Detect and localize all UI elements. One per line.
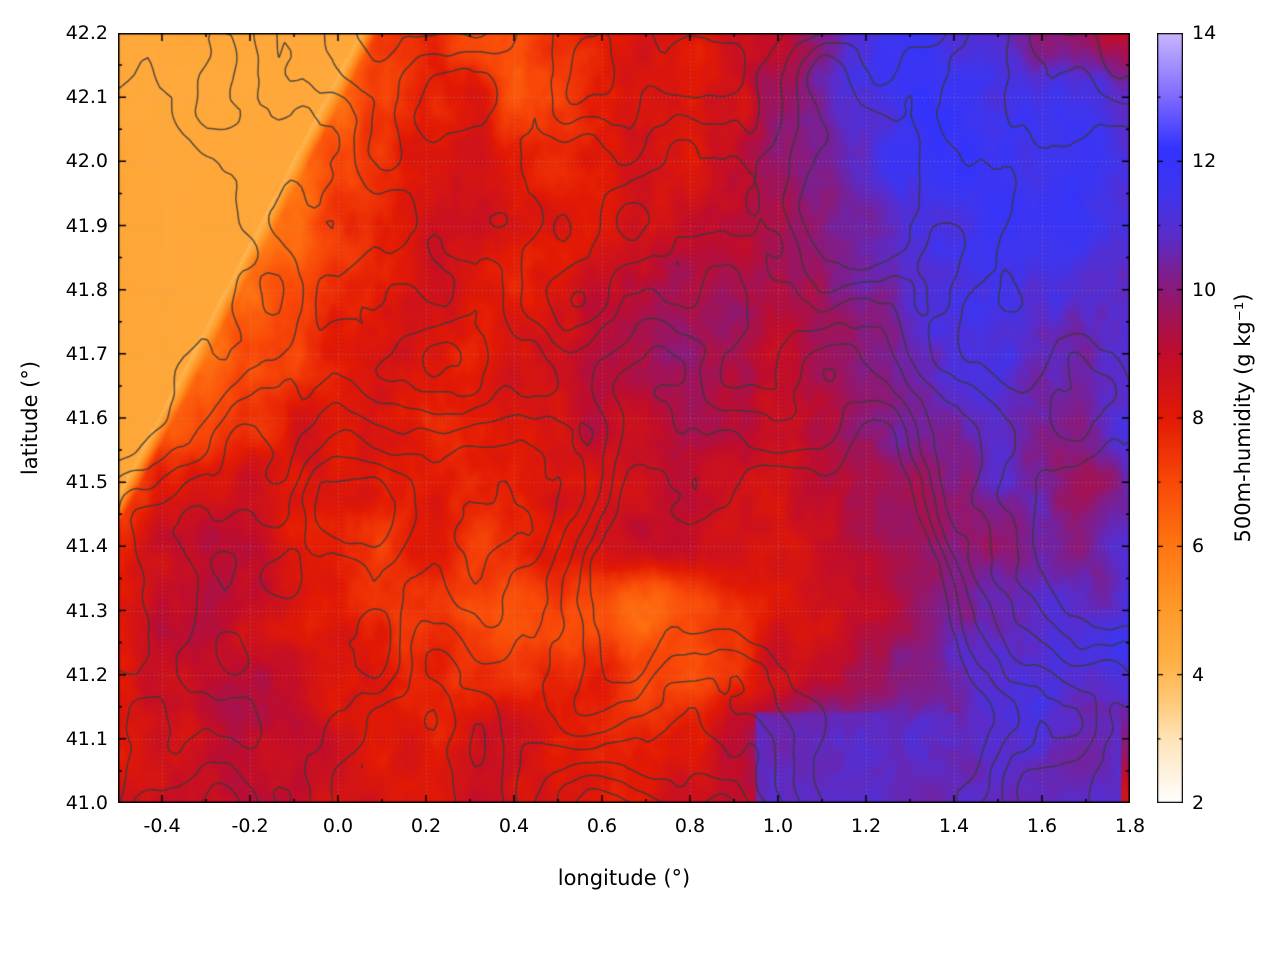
x-tick-label: 1.4 (938, 815, 970, 837)
y-axis-label-text: latitude (°) (18, 360, 42, 476)
y-tick-label: 41.2 (65, 663, 108, 686)
colorbar-tick-label: 14 (1192, 22, 1217, 44)
y-tick-label: 41.8 (65, 278, 108, 301)
colorbar-canvas (1157, 33, 1183, 803)
colorbar-label-text: 500m-humidity (g kg⁻¹) (1231, 293, 1255, 543)
colorbar-tick-label: 4 (1192, 663, 1205, 686)
x-tick-label: 0.4 (498, 815, 530, 837)
x-tick-label: 0.2 (410, 815, 442, 837)
heatmap-canvas (118, 33, 1130, 803)
x-tick-label: 1.2 (850, 815, 882, 837)
y-tick-label: 41.1 (65, 727, 108, 750)
y-tick-label: 42.0 (65, 150, 108, 173)
x-tick-label: -0.2 (231, 815, 269, 837)
x-axis-label: longitude (°) (118, 866, 1130, 890)
colorbar-tick-label: 10 (1192, 278, 1217, 301)
y-tick-label: 41.3 (65, 599, 108, 622)
y-tick-label: 42.1 (65, 86, 108, 109)
x-tick-label: 1.8 (1114, 815, 1146, 837)
colorbar-tick-label: 2 (1192, 792, 1205, 814)
y-tick-label: 41.7 (65, 342, 108, 365)
y-tick-label: 41.0 (65, 792, 108, 814)
y-tick-label: 42.2 (65, 22, 108, 44)
x-axis-label-text: longitude (°) (557, 866, 691, 890)
y-tick-label: 41.6 (65, 407, 108, 429)
x-tick-label: 1.6 (1026, 815, 1058, 837)
x-tick-label: 1.0 (762, 815, 794, 837)
x-tick-label: -0.4 (143, 815, 181, 837)
y-tick-label: 41.4 (65, 535, 108, 558)
y-tick-label: 41.5 (65, 471, 108, 494)
y-tick-label: 41.9 (65, 214, 108, 237)
colorbar-tick-label: 12 (1192, 150, 1217, 173)
colorbar-tick-label: 8 (1192, 407, 1205, 429)
x-tick-label: 0.6 (586, 815, 618, 837)
colorbar-tick-label: 6 (1192, 535, 1205, 558)
x-tick-label: 0.0 (322, 815, 354, 837)
x-tick-label: 0.8 (674, 815, 706, 837)
